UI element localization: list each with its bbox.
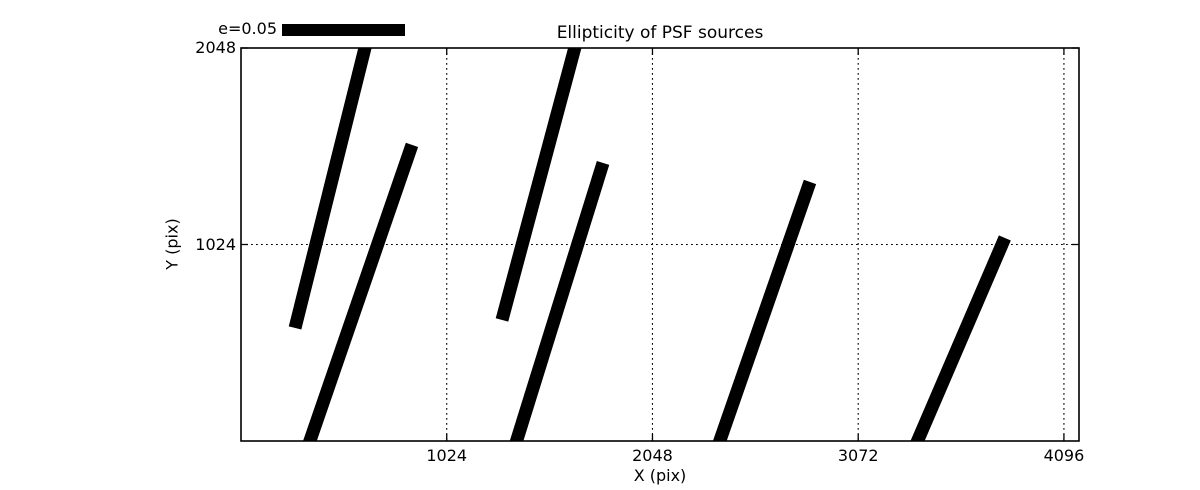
legend-label: e=0.05 <box>218 19 277 38</box>
ellipticity-whisker <box>910 235 1011 441</box>
x-axis-label: X (pix) <box>633 466 687 485</box>
x-tick-label: 2048 <box>632 446 673 465</box>
y-tick-label: 1024 <box>195 234 236 254</box>
y-tick-label: 2048 <box>195 38 236 57</box>
ellipticity-whisker <box>712 179 817 441</box>
x-tick-label: 4096 <box>1043 446 1085 465</box>
y-axis-label: Y (pix) <box>162 218 182 270</box>
x-tick-label: 3072 <box>837 446 879 465</box>
whisker-lines <box>288 48 1011 441</box>
x-tick-label: 1024 <box>426 446 468 465</box>
ellipticity-whisker <box>303 142 419 441</box>
ellipticity-whisker <box>509 161 610 441</box>
ellipticity-whisker <box>288 48 372 330</box>
chart-title: Ellipticity of PSF sources <box>556 23 764 43</box>
gridlines <box>241 47 1079 441</box>
legend-scale-bar <box>282 24 405 36</box>
ellipticity-whisker <box>495 48 582 322</box>
tick-marks <box>241 47 1079 441</box>
